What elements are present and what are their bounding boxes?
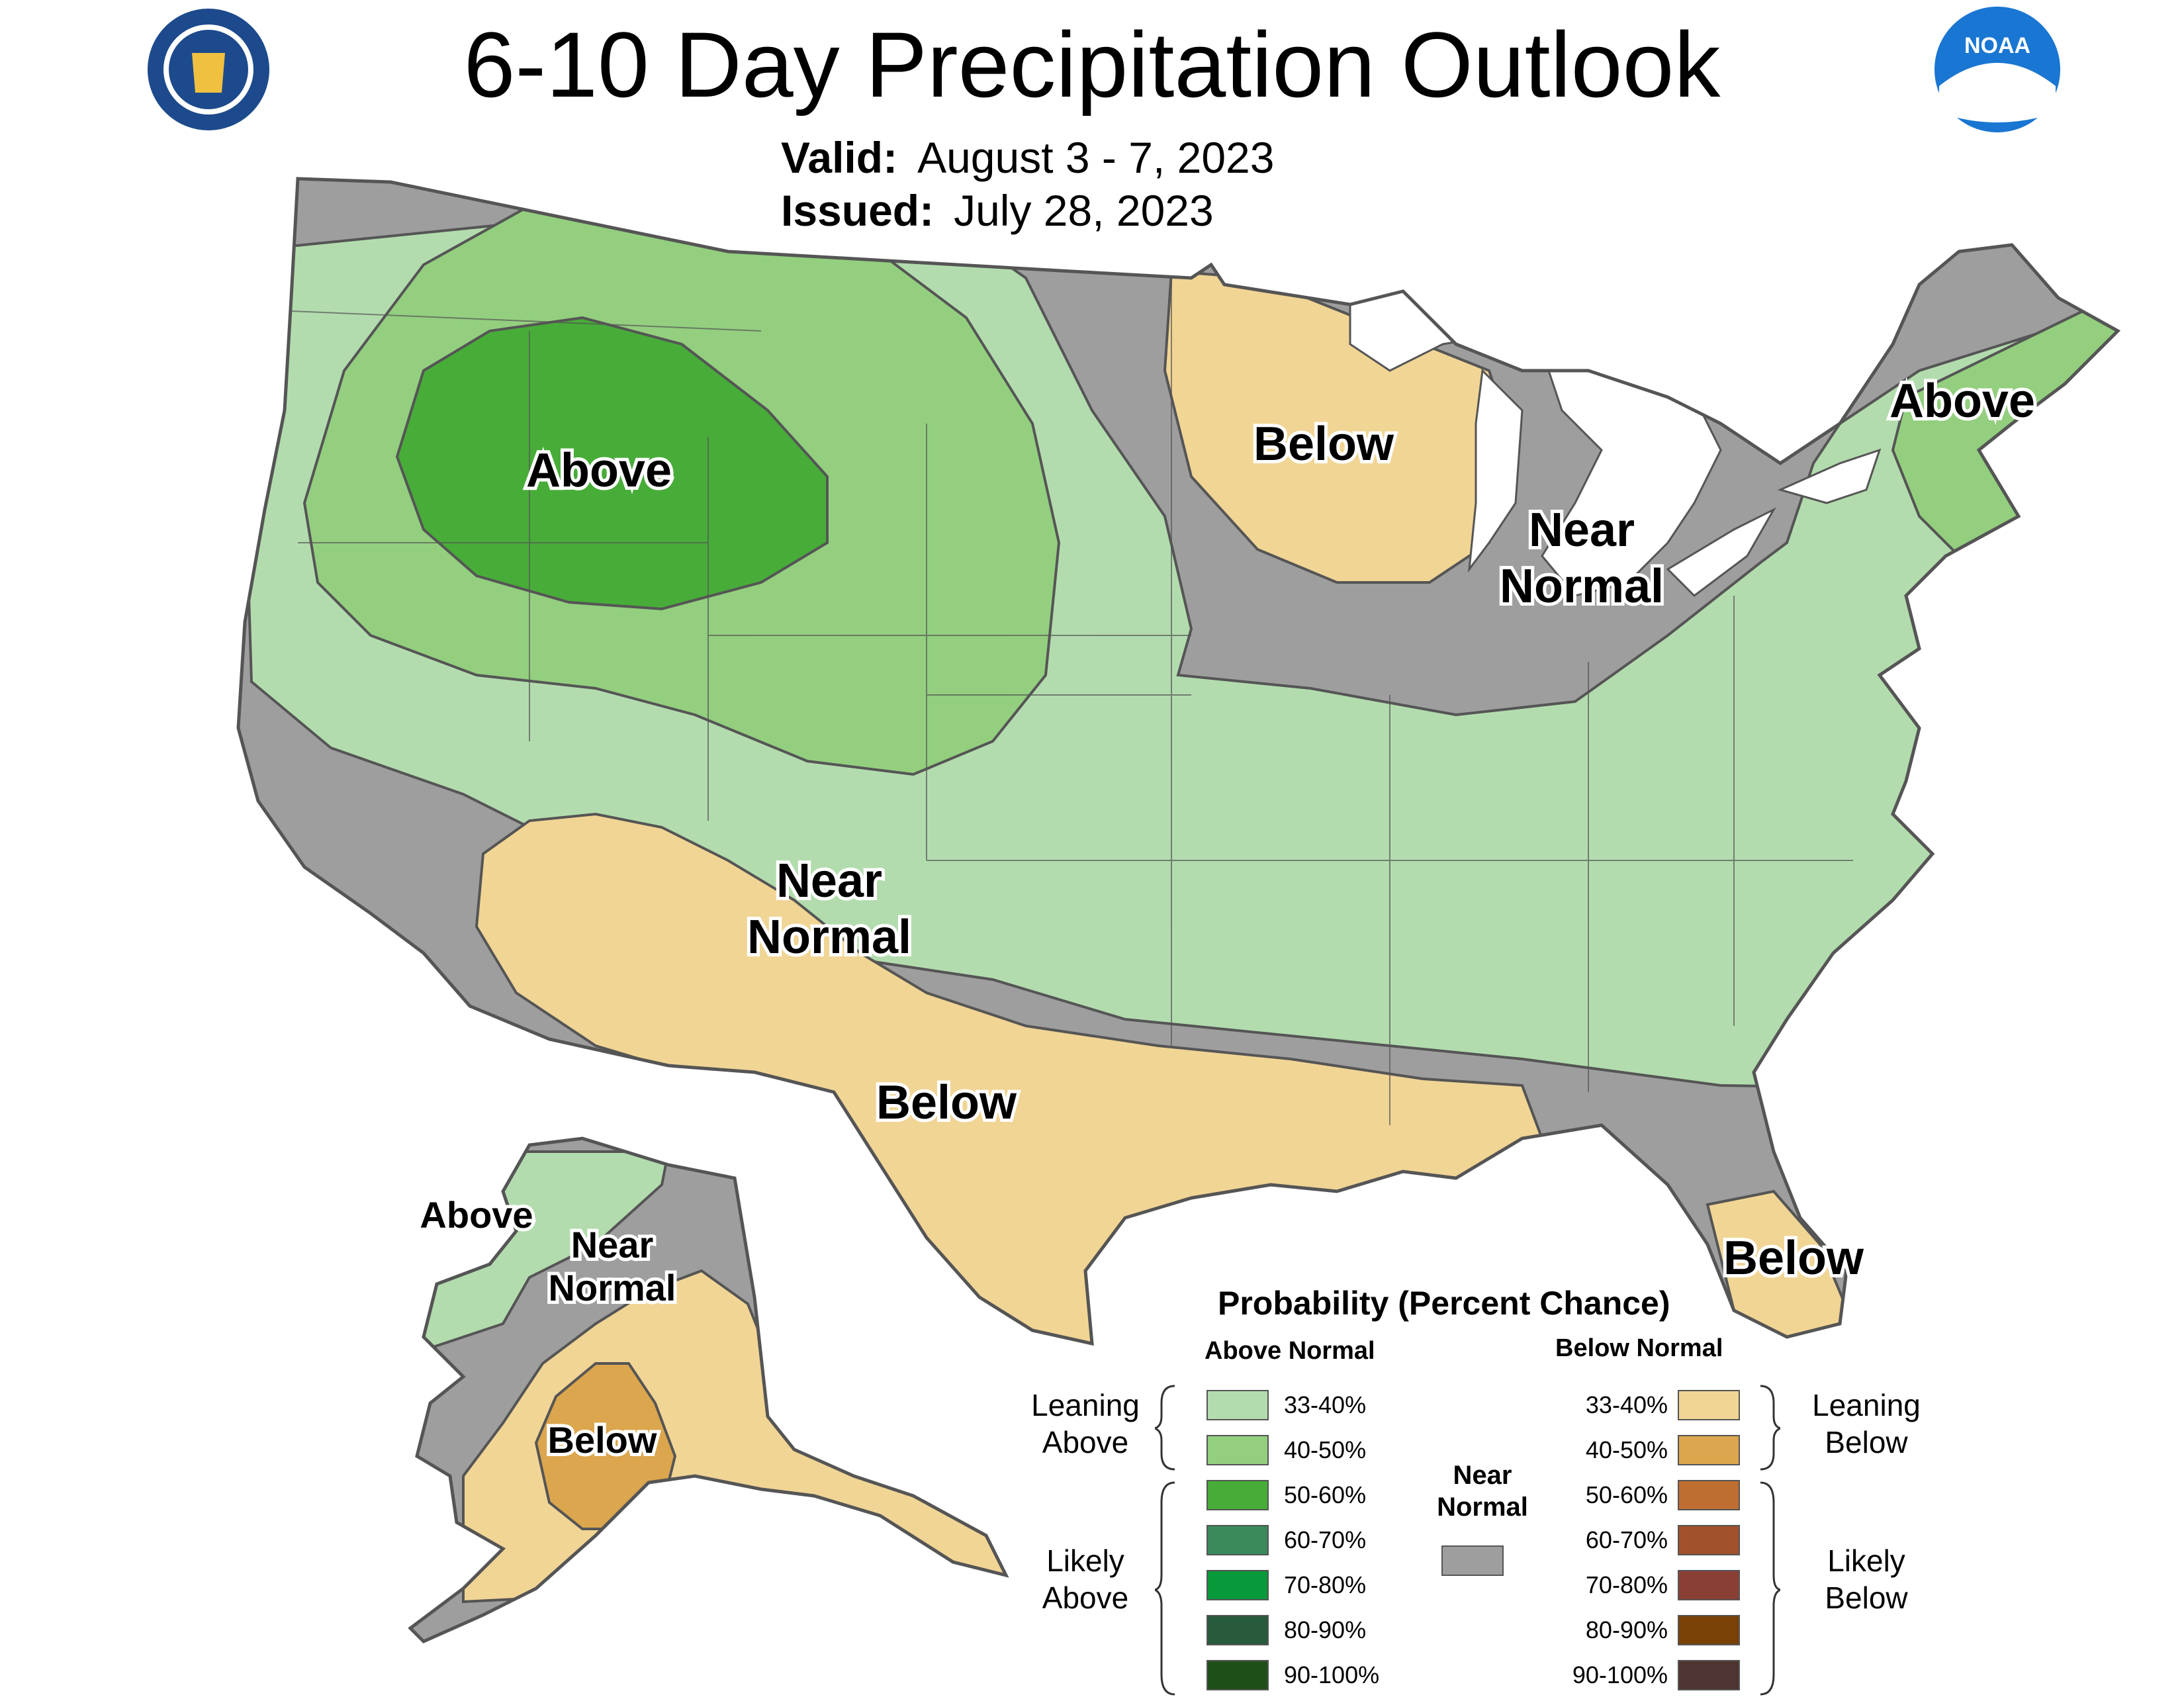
region-labels: Above Below Near Normal Above Near Norma… bbox=[416, 371, 2038, 1464]
below-pct: 40-50% bbox=[1585, 1436, 1668, 1463]
region-label: Normal bbox=[747, 911, 911, 964]
leaning-above-line2: Above bbox=[1042, 1425, 1129, 1459]
below-pct: 50-60% bbox=[1585, 1481, 1668, 1508]
above-pct: 90-100% bbox=[1284, 1661, 1380, 1688]
likely-below-line1: Likely bbox=[1827, 1543, 1905, 1578]
above-pct: 40-50% bbox=[1284, 1436, 1367, 1463]
below-swatch-50-60 bbox=[1678, 1480, 1740, 1510]
near-normal-swatch bbox=[1441, 1545, 1504, 1576]
region-label: Below bbox=[548, 1419, 657, 1461]
legend-below-head: Below Normal bbox=[1555, 1334, 1723, 1362]
region-label: Near bbox=[776, 854, 882, 907]
above-pct: 70-80% bbox=[1284, 1571, 1367, 1598]
near-normal-line1: Near bbox=[1453, 1461, 1512, 1490]
leaning-below-line1: Leaning bbox=[1812, 1388, 1921, 1422]
above-braces bbox=[1155, 1385, 1175, 1696]
page-title: 6-10 Day Precipitation Outlook bbox=[463, 13, 1721, 116]
below-swatch-40-50 bbox=[1678, 1435, 1740, 1465]
below-pct: 60-70% bbox=[1585, 1526, 1668, 1553]
above-pct: 60-70% bbox=[1284, 1526, 1367, 1553]
above-swatch-40-50 bbox=[1206, 1435, 1269, 1465]
issued-line: Issued: July 28, 2023 bbox=[781, 185, 1214, 236]
near-normal-line2: Normal bbox=[1437, 1493, 1528, 1522]
likely-below-label: Likely Below bbox=[1794, 1542, 1939, 1616]
alaska-outline bbox=[408, 1136, 1009, 1643]
above-pct: 33-40% bbox=[1284, 1391, 1367, 1418]
legend-title: Probability (Percent Chance) bbox=[1218, 1285, 1670, 1322]
below-pct: 80-90% bbox=[1585, 1616, 1668, 1643]
valid-value: August 3 - 7, 2023 bbox=[917, 133, 1275, 182]
above-swatch-70-80 bbox=[1206, 1570, 1269, 1600]
below-pct: 90-100% bbox=[1572, 1661, 1668, 1688]
above-swatch-33-40 bbox=[1206, 1390, 1269, 1420]
below-pct: 70-80% bbox=[1585, 1571, 1668, 1598]
above-swatch-80-90 bbox=[1206, 1615, 1269, 1645]
near-normal-head: Near Normal bbox=[1423, 1459, 1542, 1523]
region-label: Below bbox=[1253, 418, 1394, 471]
below-swatch-70-80 bbox=[1678, 1570, 1740, 1600]
leaning-below-line2: Below bbox=[1825, 1425, 1908, 1459]
likely-above-label: Likely Above bbox=[1013, 1542, 1158, 1616]
above-pct: 50-60% bbox=[1284, 1481, 1367, 1508]
ak-below-40-50 bbox=[534, 1362, 677, 1530]
region-label: Above bbox=[420, 1194, 533, 1236]
below-swatch-33-40 bbox=[1678, 1390, 1740, 1420]
region-label: Above bbox=[526, 444, 672, 497]
issued-label: Issued: bbox=[781, 186, 934, 235]
likely-above-line2: Above bbox=[1042, 1581, 1129, 1615]
below-swatch-60-70 bbox=[1678, 1525, 1740, 1555]
noaa-logo-text: NOAA bbox=[1964, 33, 2030, 58]
region-label: Normal bbox=[1500, 560, 1664, 613]
region-label: Below bbox=[1723, 1232, 1864, 1285]
commerce-seal-logo bbox=[144, 5, 273, 134]
above-swatch-90-100 bbox=[1206, 1660, 1269, 1690]
leaning-above-label: Leaning Above bbox=[1013, 1387, 1158, 1461]
conus-outline bbox=[236, 177, 2121, 1346]
leaning-above-line1: Leaning bbox=[1031, 1388, 1140, 1422]
region-label: Normal bbox=[549, 1267, 676, 1309]
likely-below-line2: Below bbox=[1825, 1581, 1908, 1615]
below-braces bbox=[1760, 1385, 1780, 1696]
noaa-logo: NOAA bbox=[1934, 7, 2060, 132]
region-label: Near bbox=[1529, 504, 1635, 557]
region-label: Above bbox=[1889, 375, 2035, 428]
valid-line: Valid: August 3 - 7, 2023 bbox=[781, 132, 1274, 183]
boundary-lines bbox=[291, 271, 1853, 1125]
region-label: Below bbox=[876, 1076, 1017, 1129]
below-pct: 33-40% bbox=[1585, 1391, 1668, 1418]
likely-above-line1: Likely bbox=[1046, 1543, 1124, 1578]
issued-value: July 28, 2023 bbox=[954, 186, 1214, 235]
above-swatch-60-70 bbox=[1206, 1525, 1269, 1555]
region-label: Near bbox=[571, 1224, 654, 1265]
above-50-60-west bbox=[395, 316, 829, 611]
above-swatch-50-60 bbox=[1206, 1480, 1269, 1510]
below-swatch-80-90 bbox=[1678, 1615, 1740, 1645]
above-pct: 80-90% bbox=[1284, 1616, 1367, 1643]
legend-above-head: Above Normal bbox=[1205, 1337, 1375, 1365]
below-swatch-90-100 bbox=[1678, 1660, 1740, 1690]
leaning-below-label: Leaning Below bbox=[1794, 1387, 1939, 1461]
valid-label: Valid: bbox=[781, 133, 898, 182]
